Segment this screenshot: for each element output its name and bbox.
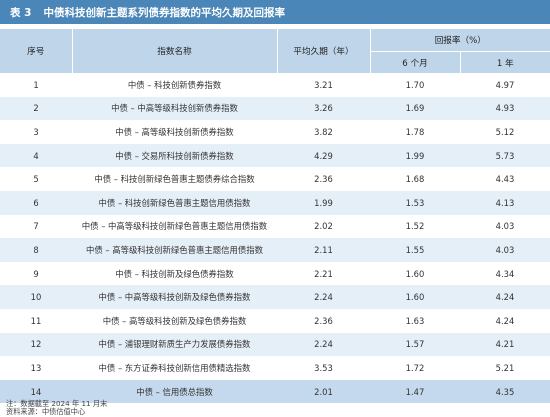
- table-row: 9 中债 – 科技创新及绿色债券指数 2.21 1.60 4.34: [0, 261, 550, 286]
- table-row: 12 中债 – 浦银理财新质生产力发展债券指数 2.24 1.57 4.21: [0, 332, 550, 357]
- row-seq: 2: [0, 96, 72, 121]
- row-return-1y: 5.73: [460, 143, 550, 168]
- row-index-name: 中债 – 中高等级科技创新绿色普惠主题信用债指数: [72, 214, 277, 239]
- row-return-6m: 1.72: [370, 356, 460, 380]
- row-return-6m: 1.68: [370, 167, 460, 191]
- row-duration: 2.36: [277, 308, 370, 333]
- row-seq: 7: [0, 214, 72, 239]
- header-duration: 平均久期（年）: [277, 29, 371, 73]
- row-index-name: 中债 – 浦银理财新质生产力发展债券指数: [72, 332, 277, 357]
- row-return-1y: 4.97: [460, 73, 550, 97]
- row-seq: 14: [0, 379, 72, 404]
- table-row: 13 中债 – 东方证券科技创新信用债精选指数 3.53 1.72 5.21: [0, 356, 550, 380]
- row-return-6m: 1.55: [370, 238, 460, 262]
- row-return-1y: 4.35: [460, 379, 550, 404]
- row-duration: 3.26: [277, 96, 370, 121]
- row-seq: 13: [0, 356, 72, 380]
- row-return-1y: 4.93: [460, 96, 550, 121]
- row-return-6m: 1.57: [370, 332, 460, 357]
- row-index-name: 中债 – 科技创新绿色普惠主题债券综合指数: [72, 167, 277, 191]
- source-note: 资料来源：中债估值中心: [6, 407, 86, 416]
- table-row: 10 中债 – 中高等级科技创新及绿色债券指数 2.24 1.60 4.24: [0, 285, 550, 309]
- row-duration: 2.36: [277, 167, 370, 191]
- table-row: 5 中债 – 科技创新绿色普惠主题债券综合指数 2.36 1.68 4.43: [0, 167, 550, 191]
- row-return-1y: 5.12: [460, 120, 550, 144]
- row-return-6m: 1.53: [370, 190, 460, 215]
- row-duration: 4.29: [277, 143, 370, 168]
- row-return-6m: 1.60: [370, 285, 460, 309]
- row-return-1y: 4.24: [460, 308, 550, 333]
- row-index-name: 中债 – 高等级科技创新绿色普惠主题信用债指数: [72, 238, 277, 262]
- row-seq: 6: [0, 190, 72, 215]
- row-return-6m: 1.52: [370, 214, 460, 239]
- row-index-name: 中债 – 高等级科技创新债券指数: [72, 120, 277, 144]
- row-index-name: 中债 – 中高等级科技创新及绿色债券指数: [72, 285, 277, 309]
- table-body: 1 中债 – 科技创新债券指数 3.21 1.70 4.97 2 中债 – 中高等级科技创新…: [0, 73, 550, 404]
- row-duration: 2.02: [277, 214, 370, 239]
- table-row: 4 中债 – 交易所科技创新债券指数 4.29 1.99 5.73: [0, 143, 550, 168]
- table-row: 3 中债 – 高等级科技创新债券指数 3.82 1.78 5.12: [0, 120, 550, 144]
- row-return-6m: 1.70: [370, 73, 460, 97]
- row-return-6m: 1.69: [370, 96, 460, 121]
- header-return: 回报率（%）: [370, 29, 550, 52]
- row-duration: 3.21: [277, 73, 370, 97]
- table-row: 14 中债 – 信用债总指数 2.01 1.47 4.35: [0, 379, 550, 404]
- table-row: 11 中债 – 高等级科技创新及绿色债券指数 2.36 1.63 4.24: [0, 308, 550, 333]
- table-title-bar: 表 3 中债科技创新主题系列债券指数的平均久期及回报率: [0, 0, 550, 24]
- row-seq: 8: [0, 238, 72, 262]
- row-seq: 3: [0, 120, 72, 144]
- table-row: 1 中债 – 科技创新债券指数 3.21 1.70 4.97: [0, 73, 550, 97]
- header-index-name: 指数名称: [72, 29, 278, 73]
- duration-return-table: 序号 指数名称 平均久期（年） 回报率（%） 6 个月 1 年 1 中债 – 科技…: [0, 29, 550, 404]
- row-duration: 1.99: [277, 190, 370, 215]
- row-return-6m: 1.63: [370, 308, 460, 333]
- row-duration: 2.01: [277, 379, 370, 404]
- data-date-note: 注：数据截至 2024 年 11 月末: [6, 399, 108, 408]
- row-return-6m: 1.60: [370, 261, 460, 286]
- row-duration: 3.53: [277, 356, 370, 380]
- row-seq: 1: [0, 73, 72, 97]
- header-seq: 序号: [0, 29, 73, 73]
- row-seq: 9: [0, 261, 72, 286]
- row-duration: 2.24: [277, 285, 370, 309]
- row-seq: 12: [0, 332, 72, 357]
- row-duration: 2.11: [277, 238, 370, 262]
- header-6-month: 6 个月: [370, 51, 461, 73]
- row-return-1y: 4.24: [460, 285, 550, 309]
- row-index-name: 中债 – 中高等级科技创新债券指数: [72, 96, 277, 121]
- row-return-1y: 4.34: [460, 261, 550, 286]
- row-index-name: 中债 – 科技创新及绿色债券指数: [72, 261, 277, 286]
- row-seq: 10: [0, 285, 72, 309]
- row-return-1y: 4.03: [460, 214, 550, 239]
- table-row: 6 中债 – 科技创新绿色普惠主题信用债指数 1.99 1.53 4.13: [0, 190, 550, 215]
- row-duration: 2.21: [277, 261, 370, 286]
- table-title: 中债科技创新主题系列债券指数的平均久期及回报率: [43, 6, 285, 19]
- row-seq: 11: [0, 308, 72, 333]
- row-return-1y: 4.03: [460, 238, 550, 262]
- header-1-year: 1 年: [460, 51, 550, 73]
- row-index-name: 中债 – 信用债总指数: [72, 379, 277, 404]
- row-return-1y: 4.13: [460, 190, 550, 215]
- row-seq: 5: [0, 167, 72, 191]
- row-return-6m: 1.78: [370, 120, 460, 144]
- row-index-name: 中债 – 交易所科技创新债券指数: [72, 143, 277, 168]
- row-index-name: 中债 – 东方证券科技创新信用债精选指数: [72, 356, 277, 380]
- row-return-1y: 5.21: [460, 356, 550, 380]
- row-return-1y: 4.21: [460, 332, 550, 357]
- row-return-6m: 1.47: [370, 379, 460, 404]
- table-row: 2 中债 – 中高等级科技创新债券指数 3.26 1.69 4.93: [0, 96, 550, 121]
- row-index-name: 中债 – 科技创新债券指数: [72, 73, 277, 97]
- table-number: 表 3: [10, 6, 32, 19]
- row-return-6m: 1.99: [370, 143, 460, 168]
- row-index-name: 中债 – 高等级科技创新及绿色债券指数: [72, 308, 277, 333]
- row-index-name: 中债 – 科技创新绿色普惠主题信用债指数: [72, 190, 277, 215]
- table-row: 7 中债 – 中高等级科技创新绿色普惠主题信用债指数 2.02 1.52 4.03: [0, 214, 550, 239]
- row-return-1y: 4.43: [460, 167, 550, 191]
- row-seq: 4: [0, 143, 72, 168]
- row-duration: 3.82: [277, 120, 370, 144]
- table-row: 8 中债 – 高等级科技创新绿色普惠主题信用债指数 2.11 1.55 4.03: [0, 238, 550, 262]
- row-duration: 2.24: [277, 332, 370, 357]
